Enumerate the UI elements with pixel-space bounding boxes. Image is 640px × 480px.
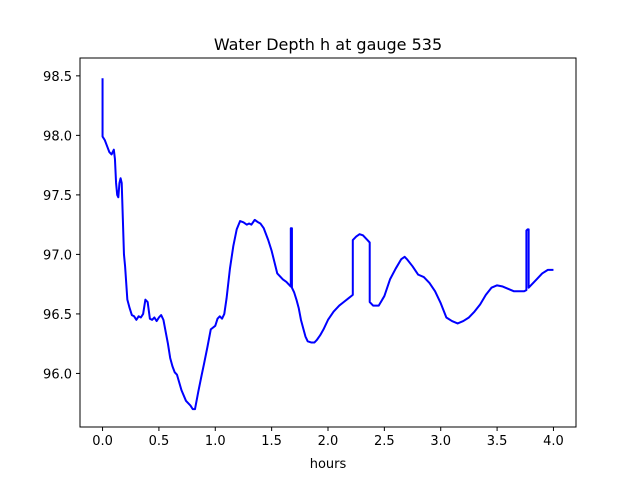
- x-tick-label: 4.0: [543, 434, 564, 449]
- x-tick-label: 2.5: [374, 434, 395, 449]
- y-tick-label: 98.5: [43, 70, 72, 85]
- x-tick-label: 0.0: [92, 434, 113, 449]
- plot-area: 0.0 0.5 1.0 1.5 2.0 2.5 3.0 3.5 4.0 96.0 96.5 97.0 9…: [43, 57, 577, 449]
- chart-title: Water Depth h at gauge 535: [214, 35, 442, 54]
- x-tick-label: 3.0: [430, 434, 451, 449]
- y-tick-label: 97.0: [43, 248, 72, 263]
- x-tick-label: 3.5: [487, 434, 508, 449]
- x-tick-label: 1.5: [261, 434, 282, 449]
- series-line: [101, 78, 554, 411]
- y-tick-label: 96.0: [43, 367, 72, 382]
- x-tick-label: 1.0: [205, 434, 226, 449]
- y-tick-label: 97.5: [43, 189, 72, 204]
- y-tick-label: 96.5: [43, 308, 72, 323]
- x-tick-label: 2.0: [318, 434, 339, 449]
- x-axis-label: hours: [310, 457, 347, 472]
- y-tick-label: 98.0: [43, 129, 72, 144]
- x-tick-label: 0.5: [149, 434, 170, 449]
